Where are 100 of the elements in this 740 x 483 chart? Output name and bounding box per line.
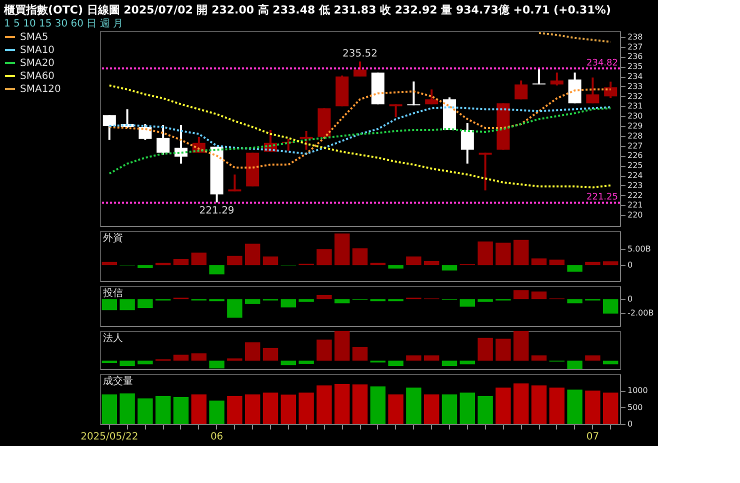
bar (478, 396, 493, 424)
bar (244, 244, 260, 266)
bar (173, 354, 189, 361)
bar (138, 265, 153, 268)
bar (531, 385, 547, 424)
bar (280, 394, 296, 424)
candlestick (300, 130, 313, 151)
bar (531, 355, 547, 361)
candlestick (407, 80, 420, 106)
bar (244, 299, 260, 304)
y-tick-label: 237 (628, 42, 643, 52)
bar (334, 384, 350, 424)
bar (478, 299, 493, 302)
legend-label: SMA120 (20, 84, 61, 95)
bar (513, 290, 529, 300)
bar (227, 299, 242, 318)
y-tick-label: 1000 (628, 386, 648, 396)
chart-subtitle: 1 5 10 15 30 60 日 週 月 (4, 18, 124, 30)
bar (460, 392, 476, 424)
bar (173, 259, 189, 266)
annotation: 235.52 (342, 48, 378, 60)
bar (442, 360, 458, 366)
bar (227, 256, 242, 266)
y-tick-label: 234 (628, 72, 643, 82)
bar (191, 394, 207, 424)
bar (316, 385, 332, 424)
bar (334, 299, 350, 304)
bar (298, 299, 314, 302)
bar (549, 260, 565, 266)
bar (262, 348, 278, 361)
bar (567, 360, 582, 369)
bar (155, 396, 171, 424)
bar (120, 360, 135, 366)
y-tick-label: 229 (628, 122, 643, 131)
chart-title: 法人 (103, 332, 123, 344)
bar (496, 338, 511, 361)
bar (209, 360, 224, 368)
candlestick (354, 60, 366, 78)
bar (334, 234, 350, 266)
bar (567, 299, 582, 304)
bar (442, 265, 458, 270)
bar (298, 392, 314, 424)
y-tick-label: 225 (628, 161, 643, 170)
y-tick-label: 220 (628, 210, 643, 220)
bar (352, 347, 368, 361)
bar (513, 331, 529, 361)
annotation: 221.29 (199, 205, 234, 216)
x-tick-label: 2025/05/22 (80, 432, 138, 442)
bar (567, 265, 582, 272)
bar (191, 353, 207, 361)
candlestick (532, 68, 546, 86)
y-tick-label: 0 (628, 294, 633, 304)
bar (549, 388, 565, 424)
bar (388, 360, 404, 366)
bar (388, 394, 404, 424)
candlestick (156, 124, 170, 156)
bar (513, 240, 529, 266)
bar (244, 342, 260, 361)
bar (496, 242, 511, 266)
bar (316, 340, 332, 361)
candlestick (460, 122, 474, 165)
y-tick-label: 233 (628, 82, 643, 91)
candlestick (586, 76, 600, 104)
bar (280, 299, 296, 308)
y-tick-label: 221 (628, 200, 643, 210)
bar (602, 360, 618, 364)
bar (531, 258, 547, 266)
line-series (108, 84, 612, 188)
y-tick-label: 227 (628, 141, 643, 150)
candlestick (514, 79, 528, 100)
bar (585, 390, 600, 424)
bar (316, 294, 332, 300)
bar (496, 388, 511, 424)
legend-label: SMA5 (20, 32, 48, 43)
y-tick-label: 0 (628, 260, 633, 270)
bar (102, 262, 118, 266)
bar (209, 265, 224, 274)
bar (209, 400, 224, 424)
bar (102, 299, 118, 310)
legend-label: SMA60 (20, 71, 55, 82)
bar (406, 388, 422, 424)
bar (585, 262, 600, 266)
bar (406, 355, 422, 361)
chart-title: 櫃買指數(OTC) 日線圖 2025/07/02 開 232.00 高 233.48 低 231.83 收 232.92 量 934.73億 +0.71 (+0.31%) (3, 4, 611, 16)
bar (316, 249, 332, 266)
x-tick-label: 06 (210, 432, 224, 442)
chart-title: 投信 (102, 287, 123, 299)
bar (424, 260, 440, 266)
bar (138, 299, 153, 308)
bar (442, 394, 458, 424)
bar (602, 299, 618, 314)
bar (102, 394, 118, 424)
y-tick-label: 235 (628, 62, 643, 72)
y-tick-label: 224 (628, 171, 643, 180)
bar (262, 392, 278, 424)
bar (334, 331, 350, 361)
y-tick-label: 231 (628, 102, 643, 111)
bar (120, 299, 135, 310)
bar (352, 248, 368, 266)
legend-label: SMA20 (20, 58, 55, 69)
